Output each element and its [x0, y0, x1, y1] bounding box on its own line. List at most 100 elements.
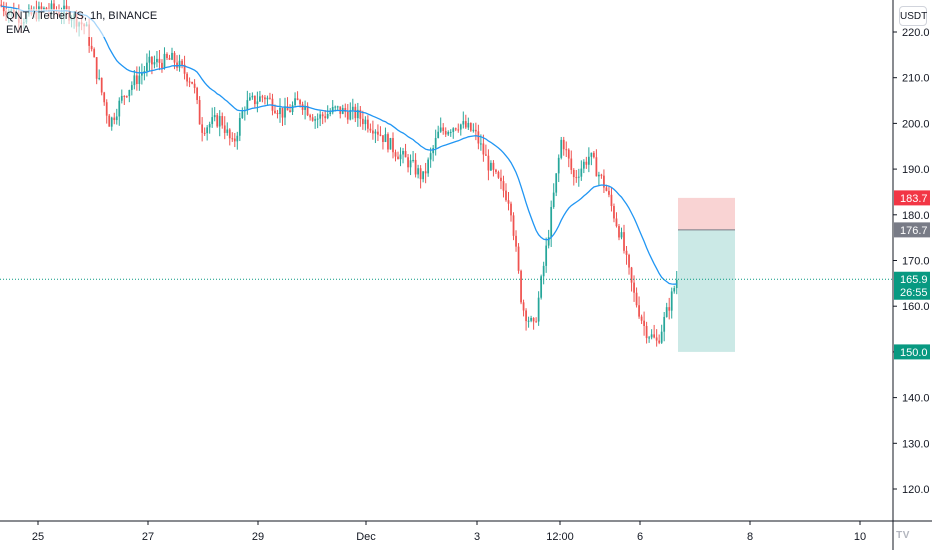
- candle-body: [316, 118, 319, 120]
- candle-body: [525, 310, 527, 322]
- candle-body: [545, 245, 548, 266]
- candle-body: [168, 58, 171, 60]
- candle-body: [384, 134, 387, 143]
- candle-body: [361, 118, 364, 125]
- candle-body: [166, 53, 168, 59]
- stop-price-tag-bg: [894, 190, 930, 206]
- candle-body: [645, 326, 648, 339]
- candle-body: [577, 176, 580, 178]
- candle-body: [397, 156, 399, 160]
- y-tick-label: 180.0: [902, 210, 930, 222]
- candle-body: [208, 124, 211, 128]
- candle-body: [53, 3, 55, 11]
- candle-body: [346, 111, 349, 120]
- candle-body: [675, 279, 678, 289]
- candle-body: [151, 56, 153, 65]
- ema-indicator-label[interactable]: EMA: [6, 24, 30, 36]
- candle-body: [306, 105, 309, 116]
- take-profit-zone[interactable]: [678, 229, 735, 352]
- candle-body: [193, 83, 196, 88]
- candle-body: [201, 124, 204, 133]
- candle-body: [311, 117, 314, 121]
- candle-body: [40, 6, 43, 10]
- candle-body: [359, 109, 362, 119]
- candle-body: [552, 192, 555, 207]
- candle-body: [520, 270, 522, 303]
- candle-body: [502, 181, 505, 191]
- candle-body: [100, 77, 103, 93]
- y-tick-label: 210.0: [902, 73, 930, 85]
- candle-body: [231, 138, 234, 140]
- candle-body: [329, 112, 332, 114]
- candle-body: [537, 297, 540, 322]
- candle-body: [138, 75, 141, 85]
- candle-body: [429, 153, 432, 160]
- candle-body: [482, 143, 485, 155]
- candle-body: [512, 215, 515, 236]
- candle-body: [105, 102, 108, 116]
- candle-body: [580, 168, 583, 177]
- candle-body: [186, 73, 188, 82]
- candle-body: [670, 291, 673, 311]
- candle-body: [555, 173, 558, 193]
- candle-body: [372, 130, 374, 134]
- candle-body: [261, 96, 264, 98]
- candle-body: [382, 135, 384, 143]
- candle-body: [95, 57, 98, 79]
- candle-body: [161, 62, 163, 69]
- target-price-tag: 150.0: [900, 347, 928, 359]
- candle-body: [517, 246, 520, 271]
- candle-body: [120, 95, 123, 101]
- symbol-title[interactable]: QNT / TetherUS, 1h, BINANCE: [6, 10, 158, 22]
- candle-body: [613, 206, 615, 219]
- candle-body: [264, 97, 266, 100]
- candle-body: [660, 331, 663, 343]
- candle-body: [238, 118, 241, 136]
- candle-body: [638, 305, 640, 317]
- y-tick-label: 220.0: [902, 27, 930, 39]
- candle-body: [527, 320, 530, 322]
- candle-body: [326, 113, 329, 119]
- candle-body: [251, 95, 254, 98]
- candle-body: [356, 109, 359, 119]
- candle-body: [0, 4, 3, 7]
- candle-body: [103, 92, 106, 103]
- candle-body: [640, 316, 643, 321]
- ema-line: [1, 5, 677, 285]
- x-tick-label: 6: [637, 531, 643, 543]
- x-tick-label: 29: [252, 531, 264, 543]
- stop-loss-zone[interactable]: [678, 197, 735, 230]
- candle-body: [510, 203, 512, 216]
- candle-body: [110, 117, 113, 127]
- entry-price-tag-bg: [894, 222, 930, 238]
- candle-body: [507, 200, 510, 204]
- candle-body: [369, 128, 372, 131]
- candle-body: [135, 75, 138, 85]
- x-tick-label: Dec: [356, 531, 376, 543]
- candle-body: [575, 177, 578, 179]
- candle-body: [547, 237, 550, 246]
- candle-body: [276, 112, 279, 115]
- x-tick-label: 3: [474, 531, 480, 543]
- candle-body: [587, 156, 590, 165]
- candle-body: [286, 106, 289, 111]
- position-tool[interactable]: [678, 197, 735, 352]
- candle-body: [439, 127, 442, 132]
- candle-body: [379, 134, 382, 136]
- candle-body: [467, 122, 470, 128]
- candle-body: [163, 53, 166, 69]
- candle-body: [188, 81, 191, 83]
- candle-body: [625, 250, 628, 255]
- candle-body: [532, 317, 535, 322]
- candle-body: [133, 75, 136, 86]
- x-tick-label: 10: [854, 531, 866, 543]
- candle-body: [392, 138, 394, 153]
- currency-button[interactable]: USDT: [899, 6, 927, 26]
- candle-body: [213, 115, 216, 118]
- candle-body: [233, 138, 236, 142]
- candle-body: [289, 110, 291, 113]
- candle-body: [294, 98, 296, 106]
- candle-body: [668, 307, 671, 311]
